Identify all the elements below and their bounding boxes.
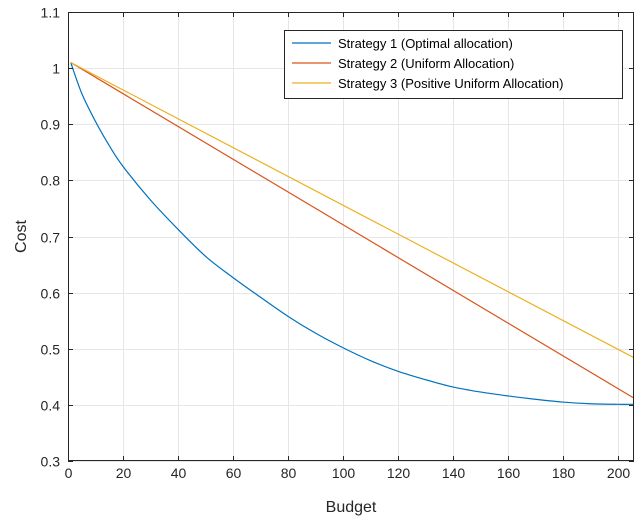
legend-entry-3: Strategy 3 (Positive Uniform Allocation) [338, 76, 563, 91]
x-tick-label: 0 [65, 465, 73, 481]
y-tick-label: 1 [52, 61, 60, 77]
y-tick-label: 0.4 [41, 398, 61, 414]
y-tick-label: 0.9 [41, 117, 61, 133]
series-line-2 [70, 61, 634, 399]
series-line-3 [70, 61, 634, 359]
y-tick-label: 0.5 [41, 342, 61, 358]
x-tick-label: 120 [387, 465, 411, 481]
x-tick-label: 160 [497, 465, 521, 481]
series-line-1 [70, 62, 634, 405]
y-tick-label: 0.3 [41, 454, 61, 470]
x-tick-label: 60 [226, 465, 242, 481]
y-axis-label: Cost [13, 220, 30, 253]
x-tick-label: 200 [607, 465, 631, 481]
x-tick-label: 180 [552, 465, 576, 481]
y-axis-ticks: 0.3 0.4 0.5 0.6 0.7 0.8 0.9 1 1.1 [41, 5, 634, 470]
legend-entry-2: Strategy 2 (Uniform Allocation) [338, 56, 514, 71]
y-tick-label: 0.8 [41, 173, 61, 189]
x-tick-label: 100 [332, 465, 356, 481]
series-lines [70, 61, 634, 405]
legend-box [284, 30, 623, 99]
y-tick-label: 1.1 [41, 5, 61, 21]
x-tick-label: 80 [281, 465, 297, 481]
x-tick-label: 20 [116, 465, 132, 481]
y-tick-label: 0.6 [41, 286, 61, 302]
x-tick-label: 40 [171, 465, 187, 481]
legend-entry-1: Strategy 1 (Optimal allocation) [338, 36, 513, 51]
x-axis-ticks: 0 20 40 60 80 100 120 140 160 180 200 [65, 12, 631, 481]
x-axis-label: Budget [326, 499, 377, 516]
legend: Strategy 1 (Optimal allocation) Strategy … [284, 30, 623, 99]
x-tick-label: 140 [442, 465, 466, 481]
y-tick-label: 0.7 [41, 230, 61, 246]
